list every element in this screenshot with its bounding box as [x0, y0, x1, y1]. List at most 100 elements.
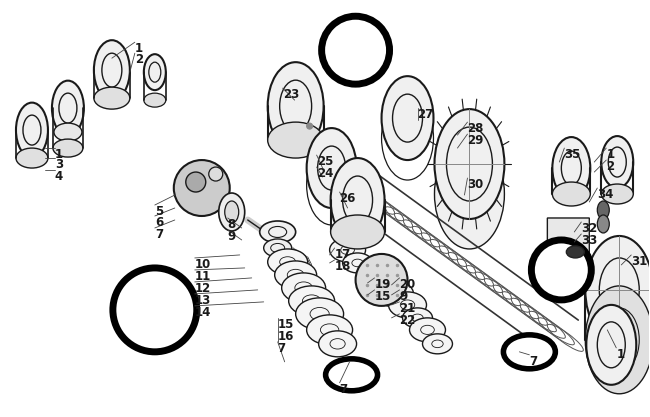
Ellipse shape [410, 318, 445, 342]
Text: 13: 13 [195, 294, 211, 307]
Ellipse shape [330, 238, 365, 262]
Ellipse shape [597, 201, 609, 219]
Ellipse shape [601, 184, 633, 204]
Circle shape [186, 172, 206, 192]
Ellipse shape [586, 305, 636, 385]
Ellipse shape [52, 80, 84, 136]
Circle shape [113, 268, 197, 352]
Circle shape [209, 167, 223, 181]
Ellipse shape [16, 148, 48, 168]
Text: 7: 7 [339, 383, 348, 396]
Text: 7: 7 [529, 355, 538, 368]
Text: 9: 9 [227, 230, 236, 243]
Ellipse shape [219, 193, 244, 231]
Ellipse shape [434, 109, 504, 219]
Text: 25: 25 [317, 155, 333, 168]
Text: 8: 8 [227, 218, 236, 231]
Circle shape [322, 16, 389, 84]
Ellipse shape [376, 281, 413, 307]
Ellipse shape [268, 249, 307, 275]
Text: 20: 20 [400, 278, 416, 291]
Ellipse shape [597, 215, 609, 233]
Text: 35: 35 [564, 148, 580, 161]
Ellipse shape [144, 54, 166, 90]
Text: 3: 3 [55, 158, 63, 171]
Ellipse shape [268, 122, 324, 158]
Ellipse shape [382, 96, 434, 180]
Ellipse shape [16, 103, 48, 158]
Ellipse shape [268, 62, 324, 150]
Text: 19: 19 [374, 278, 391, 291]
Ellipse shape [225, 201, 239, 223]
Polygon shape [547, 218, 590, 270]
Circle shape [307, 123, 313, 129]
Ellipse shape [260, 221, 296, 243]
Text: 30: 30 [467, 178, 484, 191]
Text: 1: 1 [606, 148, 614, 161]
Text: 7: 7 [155, 228, 163, 241]
Ellipse shape [343, 253, 372, 273]
Text: 31: 31 [631, 255, 647, 268]
Ellipse shape [566, 246, 584, 258]
Text: 15: 15 [278, 318, 294, 331]
Ellipse shape [289, 286, 335, 316]
Text: 2: 2 [606, 160, 614, 173]
Text: 11: 11 [195, 270, 211, 283]
Ellipse shape [307, 315, 352, 345]
Ellipse shape [307, 128, 357, 208]
Ellipse shape [331, 215, 385, 249]
Ellipse shape [434, 139, 504, 249]
Ellipse shape [326, 359, 378, 391]
Text: 18: 18 [335, 260, 351, 273]
Ellipse shape [402, 308, 432, 328]
Text: 34: 34 [597, 188, 614, 201]
Text: 28: 28 [467, 122, 484, 135]
Ellipse shape [585, 286, 650, 394]
Ellipse shape [281, 273, 326, 303]
Ellipse shape [382, 76, 434, 160]
Ellipse shape [601, 136, 633, 188]
Ellipse shape [275, 261, 317, 289]
Text: 23: 23 [283, 88, 299, 101]
Ellipse shape [331, 158, 385, 242]
Text: 9: 9 [400, 290, 408, 303]
Ellipse shape [144, 93, 166, 107]
Ellipse shape [94, 87, 130, 109]
Ellipse shape [552, 137, 590, 199]
Circle shape [356, 254, 408, 306]
Text: 7: 7 [278, 342, 286, 355]
Text: 16: 16 [278, 330, 294, 343]
Ellipse shape [94, 40, 130, 100]
Text: 15: 15 [374, 290, 391, 303]
Text: 14: 14 [195, 306, 211, 319]
Text: 26: 26 [339, 192, 356, 205]
Ellipse shape [318, 331, 357, 357]
Text: 10: 10 [195, 258, 211, 271]
Text: 32: 32 [581, 222, 597, 235]
Circle shape [531, 240, 592, 300]
Text: 24: 24 [317, 167, 333, 180]
Circle shape [174, 160, 229, 216]
Text: 1: 1 [55, 148, 63, 161]
Ellipse shape [389, 292, 426, 318]
Text: 22: 22 [400, 314, 416, 327]
Text: 2: 2 [135, 53, 143, 66]
Ellipse shape [54, 123, 82, 141]
Text: 33: 33 [581, 234, 597, 247]
Text: 1: 1 [135, 42, 143, 55]
Text: 4: 4 [55, 170, 63, 183]
Text: 1: 1 [616, 348, 625, 361]
Text: 29: 29 [467, 134, 484, 147]
Ellipse shape [358, 264, 406, 296]
Ellipse shape [552, 182, 590, 206]
Text: 21: 21 [400, 302, 416, 315]
Ellipse shape [296, 298, 344, 330]
Ellipse shape [422, 334, 452, 354]
Ellipse shape [53, 139, 83, 157]
Text: 17: 17 [335, 248, 351, 261]
Ellipse shape [503, 335, 555, 369]
Text: 5: 5 [155, 205, 163, 218]
Text: 12: 12 [195, 282, 211, 295]
Ellipse shape [307, 145, 357, 225]
Text: 6: 6 [155, 216, 163, 229]
